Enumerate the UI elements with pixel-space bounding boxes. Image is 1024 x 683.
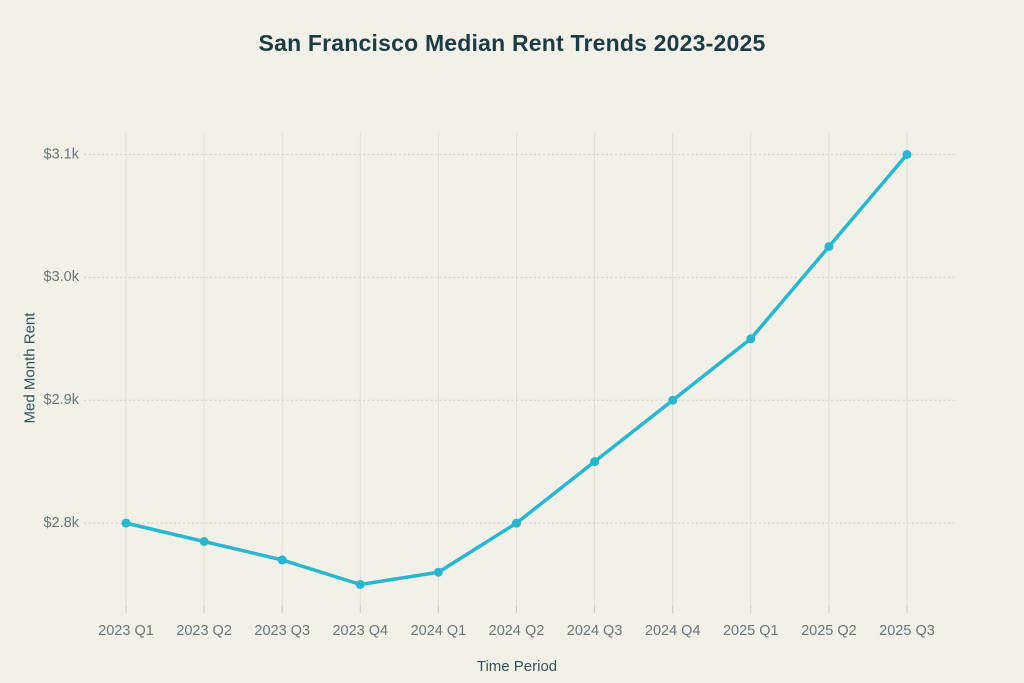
x-tick-label: 2023 Q2 bbox=[176, 623, 232, 639]
data-point bbox=[512, 518, 521, 528]
x-tick-label: 2025 Q3 bbox=[879, 623, 935, 639]
x-tick-label: 2024 Q3 bbox=[567, 623, 623, 639]
chart-title: San Francisco Median Rent Trends 2023-20… bbox=[258, 30, 766, 56]
x-tick-label: 2024 Q4 bbox=[645, 623, 701, 639]
data-point bbox=[121, 518, 131, 528]
data-point bbox=[902, 150, 912, 159]
y-tick-label: $3.0k bbox=[44, 269, 80, 285]
y-axis-title: Med Month Rent bbox=[21, 312, 39, 424]
y-tick-label: $2.9k bbox=[44, 392, 80, 408]
data-point bbox=[199, 537, 209, 546]
data-point bbox=[355, 580, 365, 589]
x-tick-label: 2024 Q1 bbox=[411, 623, 467, 639]
data-point bbox=[277, 555, 287, 565]
data-point bbox=[433, 567, 443, 577]
data-point bbox=[824, 242, 834, 252]
x-tick-label: 2023 Q1 bbox=[98, 623, 154, 639]
data-point bbox=[668, 395, 678, 405]
data-point bbox=[590, 457, 600, 467]
x-tick-label: 2025 Q1 bbox=[723, 623, 779, 639]
x-tick-label: 2024 Q2 bbox=[489, 623, 545, 639]
x-tick-label: 2025 Q2 bbox=[801, 623, 857, 639]
x-tick-label: 2023 Q4 bbox=[332, 623, 388, 639]
data-point bbox=[746, 334, 756, 344]
y-tick-label: $2.8k bbox=[44, 515, 80, 531]
y-tick-label: $3.1k bbox=[44, 146, 80, 162]
x-axis-title: Time Period bbox=[476, 658, 558, 675]
x-tick-label: 2023 Q3 bbox=[254, 623, 310, 639]
